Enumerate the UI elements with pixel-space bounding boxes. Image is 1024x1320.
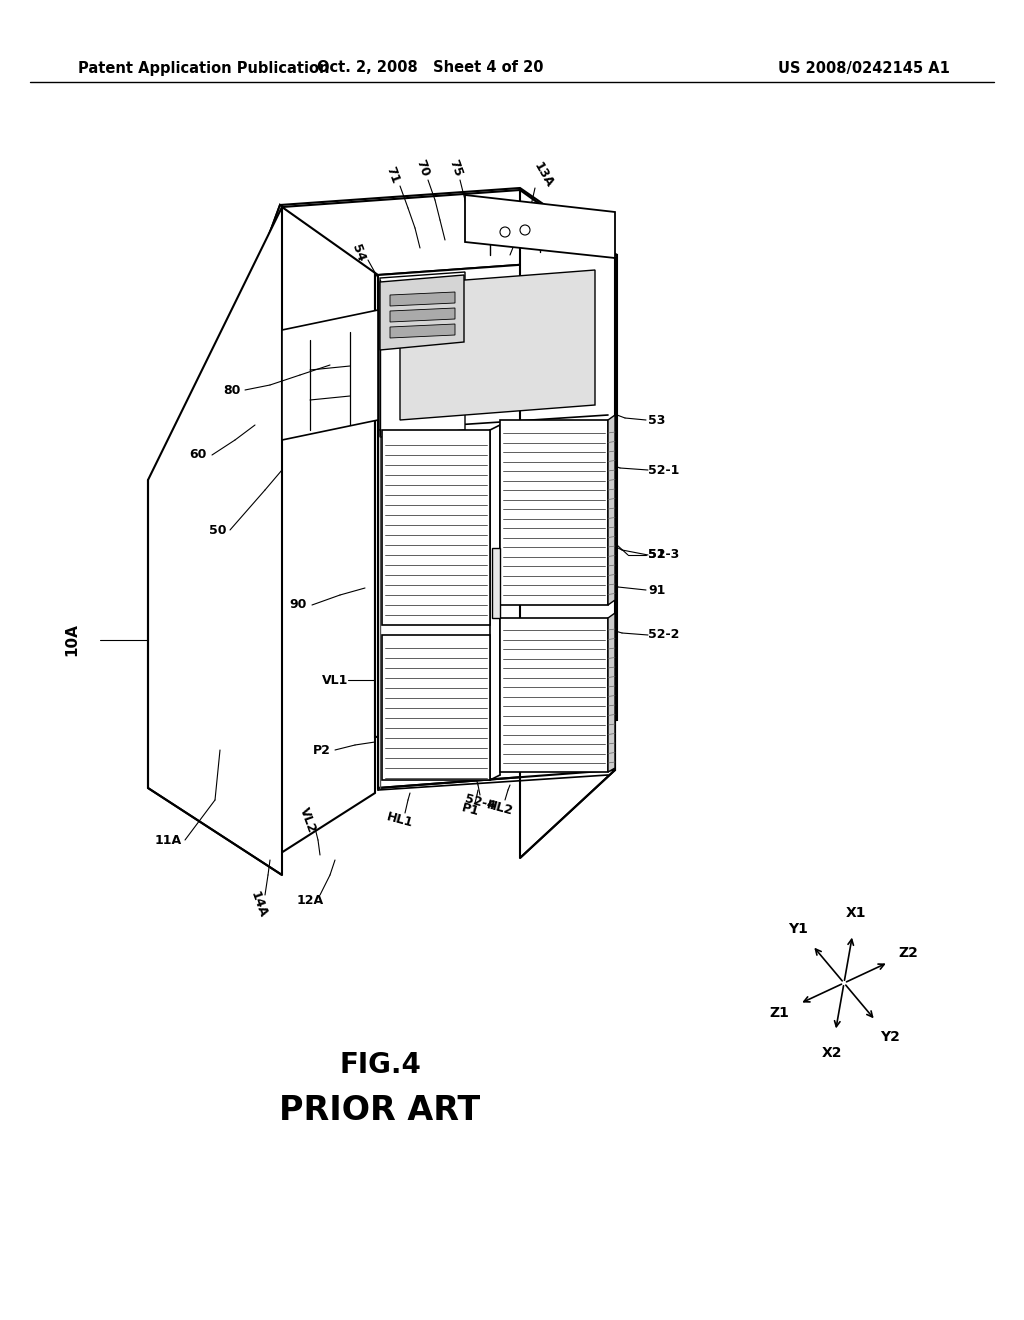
Text: P2: P2 [313, 743, 331, 756]
Polygon shape [280, 187, 617, 272]
Polygon shape [400, 271, 595, 420]
Text: 53: 53 [648, 413, 666, 426]
Polygon shape [375, 255, 617, 737]
Text: 12A: 12A [296, 894, 324, 907]
Text: US 2008/0242145 A1: US 2008/0242145 A1 [778, 61, 950, 75]
Text: Patent Application Publication: Patent Application Publication [78, 61, 330, 75]
Text: 52-3: 52-3 [648, 549, 679, 561]
Text: 75: 75 [445, 157, 464, 178]
Polygon shape [520, 190, 615, 858]
Polygon shape [282, 310, 378, 440]
Polygon shape [148, 207, 282, 875]
Polygon shape [500, 420, 608, 605]
Polygon shape [382, 635, 490, 780]
Text: HL2: HL2 [485, 799, 515, 818]
Text: VL2: VL2 [297, 805, 318, 834]
Text: HL1: HL1 [385, 810, 415, 830]
Text: 71: 71 [383, 165, 401, 185]
Polygon shape [608, 612, 615, 772]
Text: 90: 90 [290, 598, 306, 611]
Text: 52-4: 52-4 [463, 793, 497, 813]
Text: Y1: Y1 [788, 921, 808, 936]
Text: 80: 80 [223, 384, 241, 396]
Text: 52-1: 52-1 [648, 463, 679, 477]
Polygon shape [390, 308, 455, 322]
Text: X2: X2 [821, 1045, 842, 1060]
Text: Z2: Z2 [898, 946, 919, 960]
Text: Z1: Z1 [770, 1006, 790, 1020]
Polygon shape [380, 272, 465, 437]
Text: 52-2: 52-2 [648, 628, 679, 642]
Text: 10A: 10A [65, 623, 80, 656]
Polygon shape [390, 323, 455, 338]
Text: 13A: 13A [530, 160, 555, 190]
Polygon shape [465, 195, 615, 257]
Text: P1: P1 [460, 801, 480, 818]
Text: 70: 70 [413, 157, 431, 178]
Polygon shape [175, 205, 375, 861]
Polygon shape [500, 618, 608, 772]
Text: X1: X1 [846, 906, 866, 920]
Polygon shape [382, 430, 490, 624]
Text: 60: 60 [189, 449, 207, 462]
Text: 50: 50 [209, 524, 226, 536]
Polygon shape [282, 190, 615, 275]
Polygon shape [380, 275, 464, 350]
Text: 14A: 14A [247, 890, 268, 920]
Text: VL1: VL1 [322, 673, 348, 686]
Text: Y2: Y2 [880, 1031, 899, 1044]
Text: FIG.4: FIG.4 [339, 1051, 421, 1078]
Polygon shape [390, 292, 455, 306]
Text: PRIOR ART: PRIOR ART [280, 1093, 480, 1126]
Polygon shape [492, 548, 500, 618]
Polygon shape [378, 257, 615, 788]
Text: 91: 91 [648, 583, 666, 597]
Text: 54: 54 [349, 243, 367, 264]
Text: 11A: 11A [155, 833, 181, 846]
Text: Oct. 2, 2008   Sheet 4 of 20: Oct. 2, 2008 Sheet 4 of 20 [316, 61, 544, 75]
Polygon shape [608, 414, 615, 605]
Text: 51: 51 [648, 549, 666, 561]
Polygon shape [175, 205, 375, 554]
